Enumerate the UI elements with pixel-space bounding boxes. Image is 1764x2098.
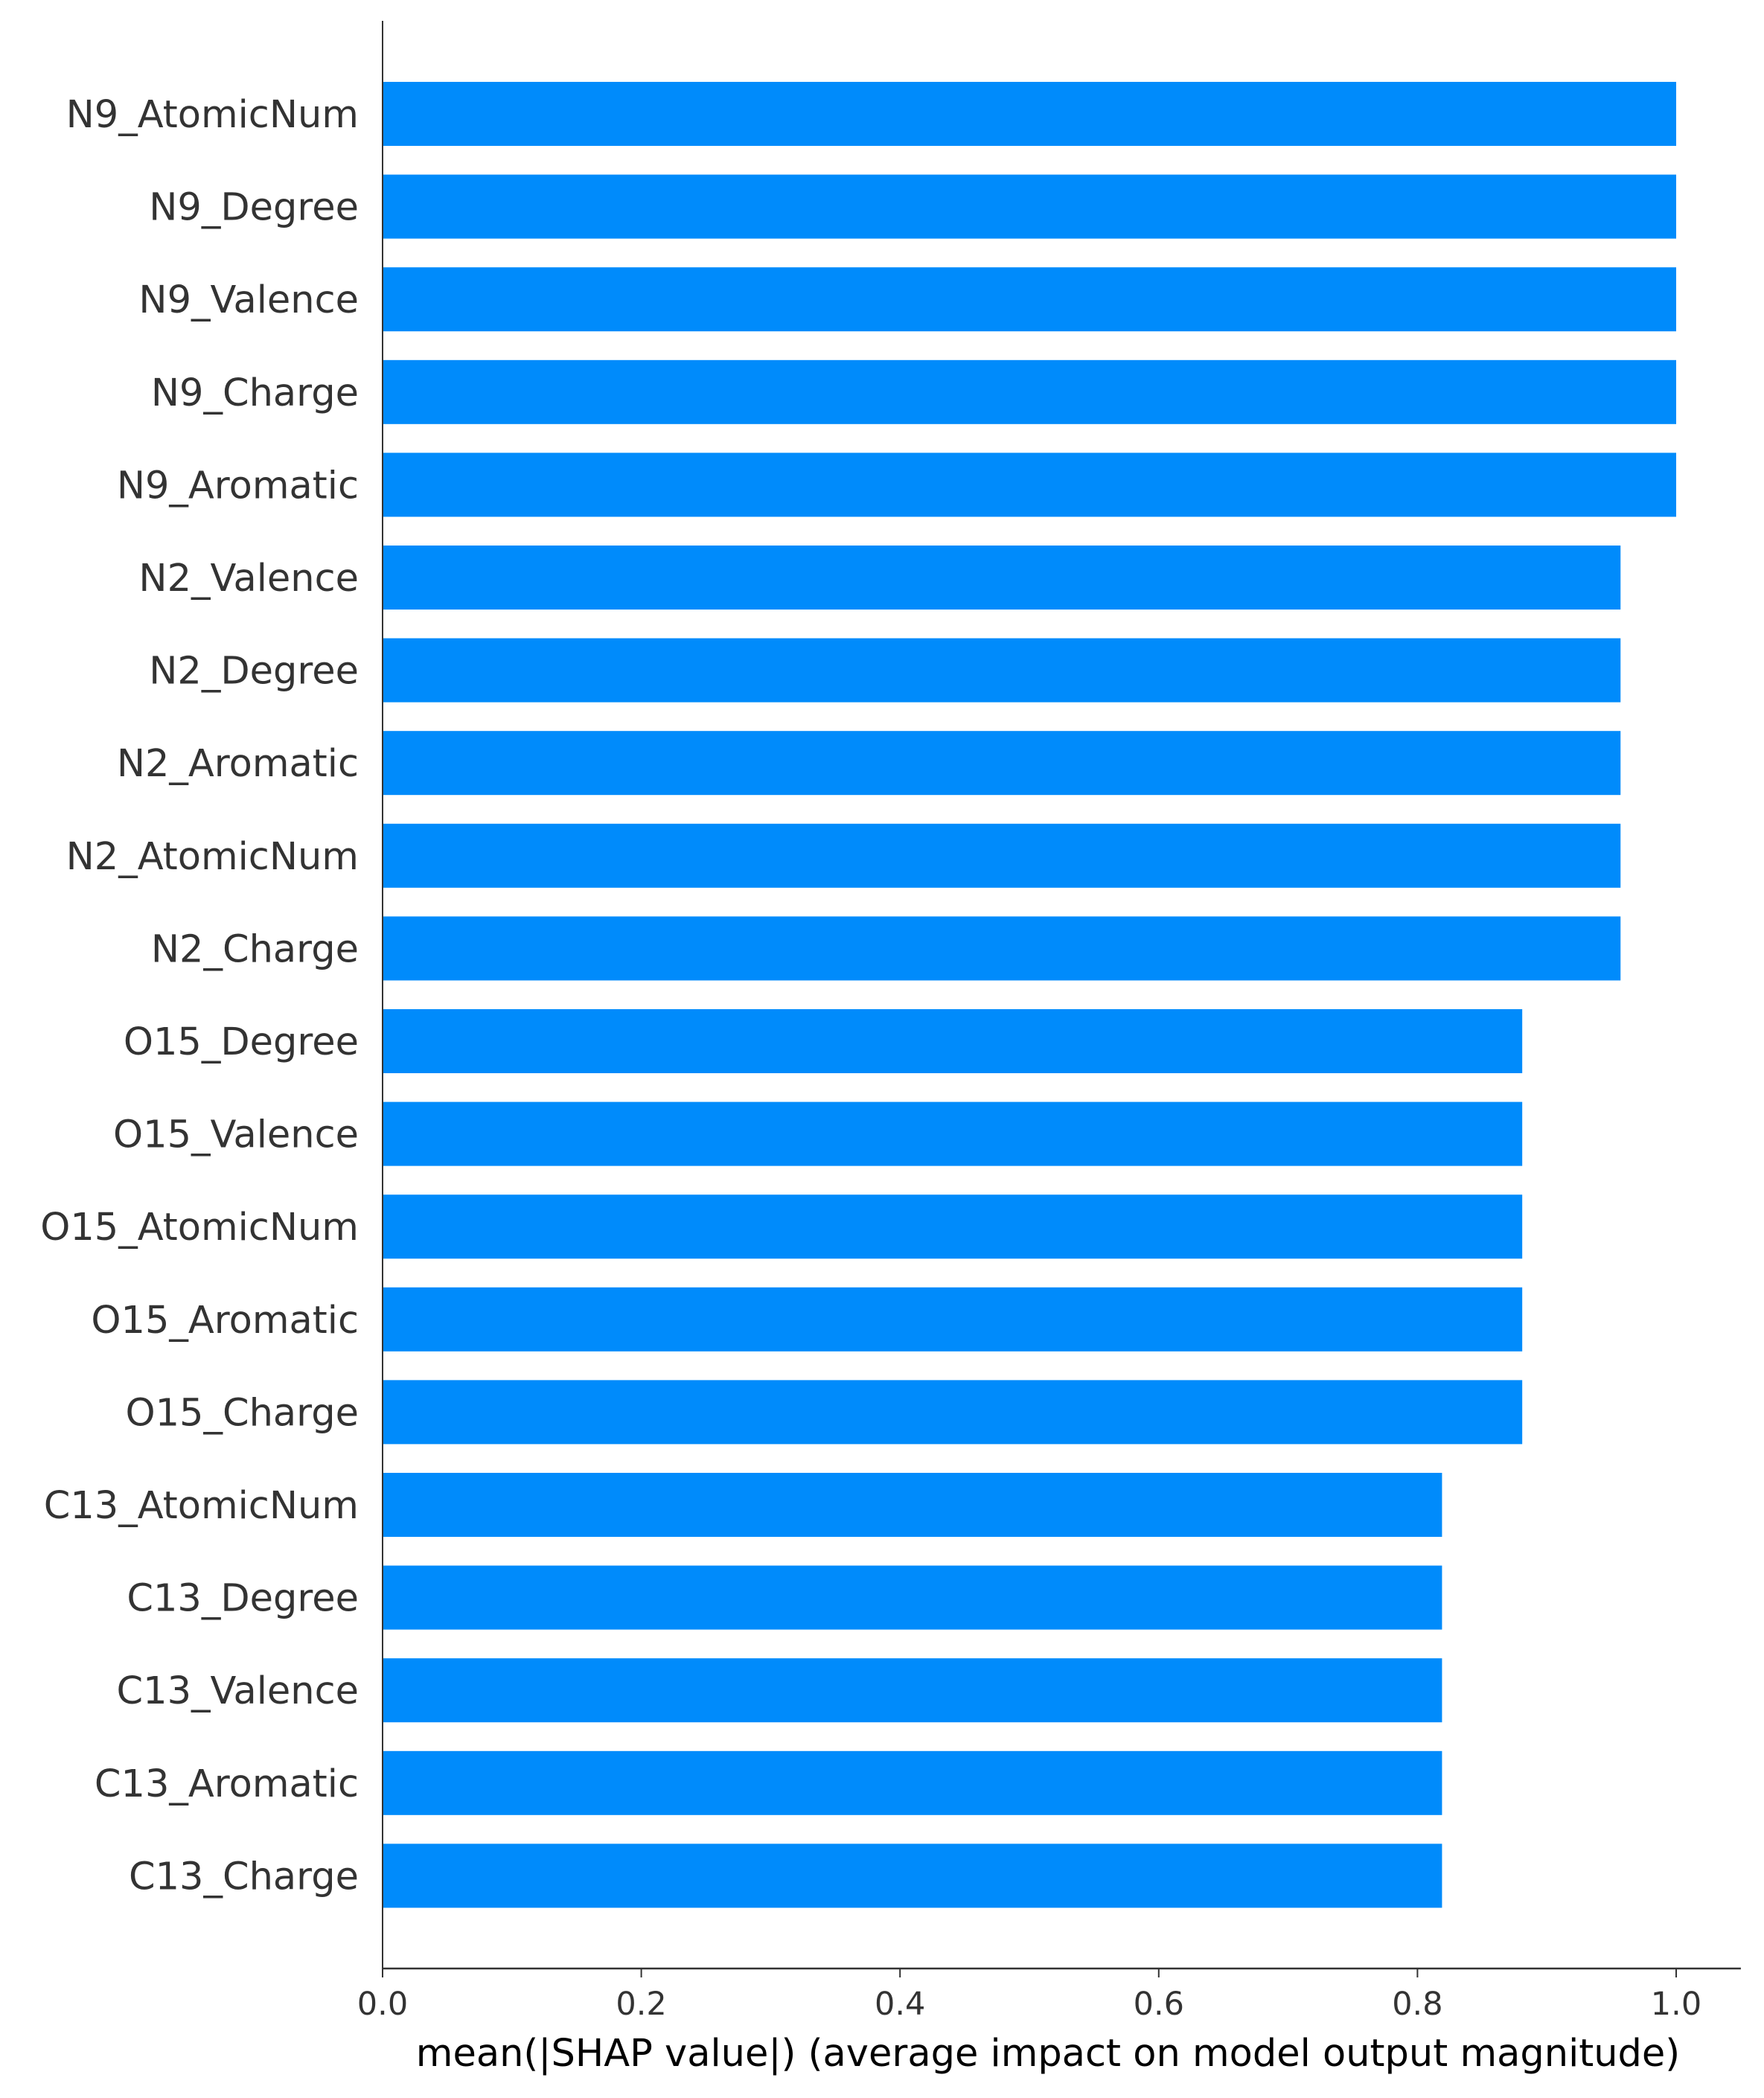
x-ticks: 0.0 0.2 0.4 0.6 0.8 1.0: [357, 1969, 1701, 2023]
bar-C13_Degree: [383, 1565, 1442, 1630]
y-tick-label: N9_Charge: [151, 371, 359, 415]
y-tick-label: C13_Charge: [129, 1855, 359, 1899]
bar-N9_Degree: [383, 174, 1676, 239]
y-tick-label: N2_Aromatic: [117, 742, 359, 786]
x-tick-label: 1.0: [1651, 1986, 1701, 2023]
y-tick-label: N2_Charge: [151, 927, 359, 971]
bar-N2_AtomicNum: [383, 823, 1621, 888]
bar-C13_Charge: [383, 1843, 1442, 1908]
y-tick-label: O15_Valence: [113, 1113, 359, 1157]
bars-group: [383, 82, 1676, 1908]
y-tick-label: N2_Degree: [149, 650, 359, 694]
bar-O15_Aromatic: [383, 1287, 1523, 1352]
bar-N2_Aromatic: [383, 731, 1621, 796]
y-tick-label: N2_AtomicNum: [66, 835, 359, 879]
bar-C13_AtomicNum: [383, 1473, 1442, 1537]
y-tick-label: N9_AtomicNum: [66, 93, 359, 137]
bar-O15_Degree: [383, 1009, 1523, 1073]
x-tick-label: 0.4: [875, 1986, 925, 2023]
y-tick-label: N9_Degree: [149, 186, 359, 230]
x-tick-label: 0.8: [1392, 1986, 1442, 2023]
bar-N9_Aromatic: [383, 452, 1676, 517]
y-tick-label: O15_AtomicNum: [40, 1206, 359, 1250]
x-tick-label: 0.2: [616, 1986, 666, 2023]
y-tick-label: C13_AtomicNum: [44, 1484, 359, 1528]
bar-N9_AtomicNum: [383, 82, 1676, 146]
bar-O15_Valence: [383, 1101, 1523, 1166]
x-tick-label: 0.6: [1134, 1986, 1184, 2023]
x-tick-label: 0.0: [357, 1986, 408, 2023]
bar-O15_Charge: [383, 1380, 1523, 1445]
y-tick-label: N9_Valence: [138, 278, 359, 322]
bar-N2_Valence: [383, 546, 1621, 610]
y-tick-label: C13_Valence: [117, 1669, 359, 1713]
bar-C13_Valence: [383, 1658, 1442, 1723]
x-axis-label: mean(|SHAP value|) (average impact on mo…: [416, 2032, 1680, 2076]
bar-C13_Aromatic: [383, 1750, 1442, 1815]
bar-N2_Charge: [383, 916, 1621, 981]
y-tick-label: N2_Valence: [138, 557, 359, 601]
y-tick-label: O15_Degree: [124, 1020, 359, 1064]
y-tick-label: O15_Charge: [125, 1391, 359, 1435]
y-tick-label: C13_Degree: [127, 1577, 359, 1621]
bar-N2_Degree: [383, 638, 1621, 703]
bar-N9_Valence: [383, 267, 1676, 332]
y-tick-labels: N9_AtomicNum N9_Degree N9_Valence N9_Charge…: [40, 93, 359, 1899]
y-tick-label: O15_Aromatic: [91, 1299, 359, 1343]
y-tick-label: C13_Aromatic: [95, 1762, 359, 1806]
bar-O15_AtomicNum: [383, 1194, 1523, 1259]
y-tick-label: N9_Aromatic: [117, 464, 359, 508]
bar-N9_Charge: [383, 359, 1676, 424]
